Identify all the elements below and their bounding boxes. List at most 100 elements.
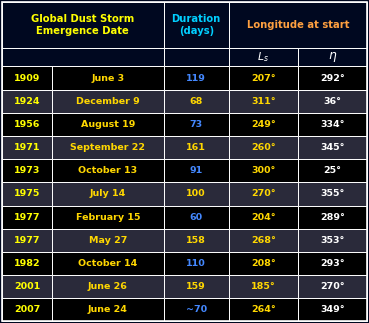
Bar xyxy=(298,252,367,275)
Bar xyxy=(2,298,52,321)
Text: 264°: 264° xyxy=(251,305,276,314)
Bar xyxy=(52,205,164,229)
Bar xyxy=(2,113,52,136)
Text: June 3: June 3 xyxy=(92,74,124,83)
Bar xyxy=(229,205,298,229)
Bar xyxy=(52,182,164,205)
Bar xyxy=(164,275,229,298)
Text: 60: 60 xyxy=(190,213,203,222)
Text: 1977: 1977 xyxy=(14,213,40,222)
Text: 355°: 355° xyxy=(320,190,345,198)
Text: 1956: 1956 xyxy=(14,120,40,129)
Bar xyxy=(2,229,52,252)
Text: 293°: 293° xyxy=(320,259,345,268)
Text: 1924: 1924 xyxy=(14,97,40,106)
Bar xyxy=(52,90,164,113)
Text: 25°: 25° xyxy=(324,166,342,175)
Text: June 26: June 26 xyxy=(88,282,128,291)
Bar xyxy=(2,159,52,182)
Text: 110: 110 xyxy=(186,259,206,268)
Bar xyxy=(229,182,298,205)
Bar xyxy=(164,298,229,321)
Bar xyxy=(2,48,164,67)
Text: 68: 68 xyxy=(190,97,203,106)
Bar xyxy=(229,113,298,136)
Text: 1982: 1982 xyxy=(14,259,40,268)
Text: 300°: 300° xyxy=(251,166,276,175)
Text: 249°: 249° xyxy=(251,120,276,129)
Text: 1975: 1975 xyxy=(14,190,40,198)
Bar xyxy=(52,113,164,136)
Bar xyxy=(2,252,52,275)
Bar xyxy=(229,48,298,67)
Text: 1909: 1909 xyxy=(14,74,40,83)
Bar xyxy=(229,275,298,298)
Bar xyxy=(164,2,229,48)
Bar xyxy=(164,90,229,113)
Text: 2001: 2001 xyxy=(14,282,40,291)
Bar xyxy=(52,229,164,252)
Bar xyxy=(164,136,229,159)
Bar xyxy=(298,67,367,90)
Text: June 24: June 24 xyxy=(88,305,128,314)
Text: 311°: 311° xyxy=(251,97,276,106)
Bar xyxy=(2,275,52,298)
Bar xyxy=(2,67,52,90)
Text: 208°: 208° xyxy=(251,259,276,268)
Text: October 13: October 13 xyxy=(78,166,138,175)
Text: 36°: 36° xyxy=(324,97,342,106)
Text: October 14: October 14 xyxy=(78,259,138,268)
Bar xyxy=(298,275,367,298)
Bar xyxy=(164,159,229,182)
Text: 119: 119 xyxy=(186,74,206,83)
Text: 158: 158 xyxy=(186,236,206,245)
Text: ~70: ~70 xyxy=(186,305,207,314)
Bar xyxy=(298,182,367,205)
Text: 1977: 1977 xyxy=(14,236,40,245)
Bar xyxy=(164,229,229,252)
Bar xyxy=(52,67,164,90)
Bar xyxy=(298,205,367,229)
Bar xyxy=(229,2,367,48)
Bar xyxy=(52,298,164,321)
Bar xyxy=(52,159,164,182)
Text: 73: 73 xyxy=(190,120,203,129)
Text: 204°: 204° xyxy=(251,213,276,222)
Bar xyxy=(2,90,52,113)
Bar xyxy=(298,298,367,321)
Bar xyxy=(229,67,298,90)
Bar xyxy=(164,182,229,205)
Text: 207°: 207° xyxy=(251,74,276,83)
Text: $\eta$: $\eta$ xyxy=(328,50,337,64)
Text: 270°: 270° xyxy=(320,282,345,291)
Bar xyxy=(52,136,164,159)
Text: 100: 100 xyxy=(186,190,206,198)
Bar xyxy=(164,67,229,90)
Text: 260°: 260° xyxy=(251,143,276,152)
Text: 353°: 353° xyxy=(320,236,345,245)
Text: February 15: February 15 xyxy=(76,213,140,222)
Text: 91: 91 xyxy=(190,166,203,175)
Text: 2007: 2007 xyxy=(14,305,40,314)
Bar xyxy=(229,90,298,113)
Text: Global Dust Storm
Emergence Date: Global Dust Storm Emergence Date xyxy=(31,14,134,36)
Text: Duration
(days): Duration (days) xyxy=(172,14,221,36)
Text: 345°: 345° xyxy=(320,143,345,152)
Bar xyxy=(229,229,298,252)
Text: 349°: 349° xyxy=(320,305,345,314)
Bar xyxy=(298,159,367,182)
Bar xyxy=(2,182,52,205)
Text: 292°: 292° xyxy=(320,74,345,83)
Bar xyxy=(164,252,229,275)
Text: September 22: September 22 xyxy=(70,143,145,152)
Text: 159: 159 xyxy=(186,282,206,291)
Bar xyxy=(298,48,367,67)
Text: 185°: 185° xyxy=(251,282,276,291)
Bar xyxy=(52,275,164,298)
Text: August 19: August 19 xyxy=(81,120,135,129)
Text: December 9: December 9 xyxy=(76,97,140,106)
Bar xyxy=(164,48,229,67)
Text: $L_s$: $L_s$ xyxy=(258,50,269,64)
Bar xyxy=(2,205,52,229)
Bar xyxy=(164,113,229,136)
